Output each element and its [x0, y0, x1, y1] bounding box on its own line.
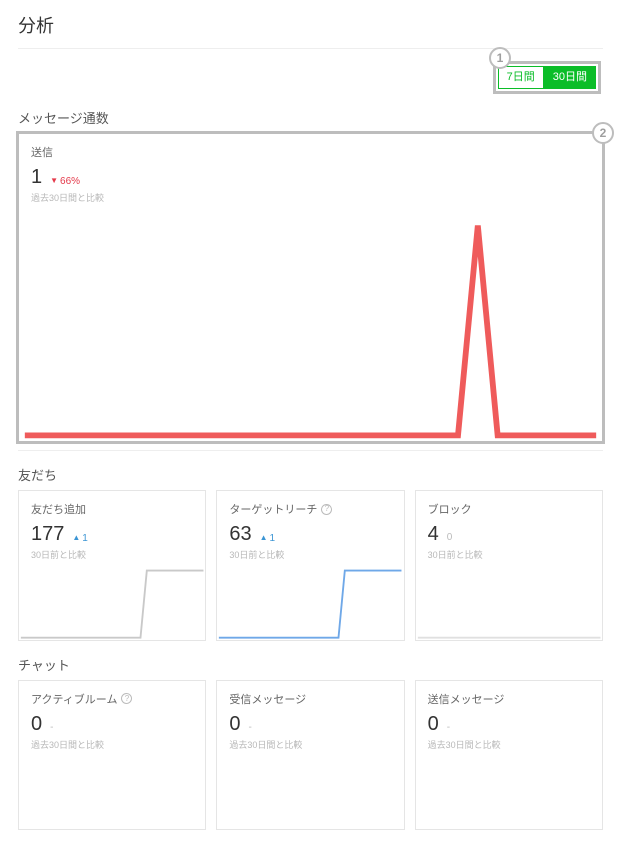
delta-text: 66%: [60, 176, 80, 187]
sparkline-sent: [19, 208, 602, 441]
metric-value: 1: [31, 166, 42, 189]
card-title: アクティブルーム: [31, 691, 117, 707]
card-chat[interactable]: アクティブルーム? 0- 過去30日間と比較: [18, 680, 206, 831]
card-title: ターゲットリーチ: [229, 501, 317, 517]
card-chat[interactable]: 送信メッセージ 0- 過去30日間と比較: [415, 680, 603, 831]
section-friends: 友だち 友だち追加177▲130日前と比較ターゲットリーチ?63▲130日前と比…: [18, 465, 603, 641]
divider: [18, 450, 603, 451]
sparkline: [416, 565, 602, 640]
range-7days-button[interactable]: 7日間: [498, 66, 544, 89]
card-title: 送信メッセージ: [428, 691, 505, 707]
metric-delta: 0: [447, 532, 453, 543]
callout-badge-2: 2: [592, 122, 614, 144]
delta-text: 1: [270, 533, 276, 544]
time-range-segmented: 7日間 30日間: [498, 66, 596, 89]
metric-delta: ▲1: [72, 533, 87, 544]
delta-text: -: [248, 722, 251, 733]
metric-value: 177: [31, 523, 64, 546]
metric-delta: ▼ 66%: [50, 176, 80, 187]
compare-label: 30日前と比較: [229, 548, 391, 561]
card-friends[interactable]: ターゲットリーチ? 63 ▲1 30日前と比較: [216, 490, 404, 641]
card-sent-messages[interactable]: 2 送信 1 ▼ 66% 過去30日間と比較: [18, 133, 603, 442]
sparkline: [416, 755, 602, 830]
sparkline: [19, 565, 205, 640]
caret-up-icon: ▲: [260, 534, 268, 542]
section-heading-messages: メッセージ通数: [18, 108, 603, 127]
help-icon[interactable]: ?: [321, 504, 332, 515]
card-title: 受信メッセージ: [229, 691, 306, 707]
metric-value: 0: [428, 713, 439, 736]
help-icon[interactable]: ?: [121, 693, 132, 704]
delta-text: -: [447, 722, 450, 733]
section-messages: メッセージ通数 2 送信 1 ▼ 66% 過去30日間と比較: [18, 108, 603, 442]
range-30days-button[interactable]: 30日間: [544, 66, 596, 89]
section-chat: チャット アクティブルーム?0-過去30日間と比較受信メッセージ0-過去30日間…: [18, 655, 603, 831]
caret-down-icon: ▼: [50, 177, 58, 185]
metric-delta: -: [447, 722, 450, 733]
section-heading-friends: 友だち: [18, 465, 603, 484]
metric-delta: -: [50, 722, 53, 733]
sparkline: [19, 755, 205, 830]
card-title: 友だち追加: [31, 501, 86, 517]
delta-text: 0: [447, 532, 453, 543]
metric-delta: -: [248, 722, 251, 733]
compare-label: 過去30日間と比較: [31, 191, 590, 204]
section-heading-chat: チャット: [18, 655, 603, 674]
card-chat[interactable]: 受信メッセージ 0- 過去30日間と比較: [216, 680, 404, 831]
compare-label: 30日前と比較: [428, 548, 590, 561]
delta-text: -: [50, 722, 53, 733]
caret-up-icon: ▲: [72, 534, 80, 542]
card-title: 送信: [31, 144, 53, 160]
metric-value: 63: [229, 523, 251, 546]
compare-label: 過去30日間と比較: [428, 738, 590, 751]
time-range-highlight-frame: 7日間 30日間: [493, 61, 601, 94]
card-title: ブロック: [428, 501, 472, 517]
time-range-row: 1 7日間 30日間: [18, 61, 603, 94]
page-title: 分析: [18, 12, 603, 49]
card-friends[interactable]: ブロック 40 30日前と比較: [415, 490, 603, 641]
metric-delta: ▲1: [260, 533, 275, 544]
metric-value: 0: [229, 713, 240, 736]
compare-label: 過去30日間と比較: [229, 738, 391, 751]
metric-value: 0: [31, 713, 42, 736]
sparkline: [217, 755, 403, 830]
callout-badge-1: 1: [489, 47, 511, 69]
compare-label: 30日前と比較: [31, 548, 193, 561]
compare-label: 過去30日間と比較: [31, 738, 193, 751]
sparkline: [217, 565, 403, 640]
card-friends[interactable]: 友だち追加 177 ▲1 30日前と比較: [18, 490, 206, 641]
delta-text: 1: [82, 533, 88, 544]
metric-value: 4: [428, 523, 439, 546]
